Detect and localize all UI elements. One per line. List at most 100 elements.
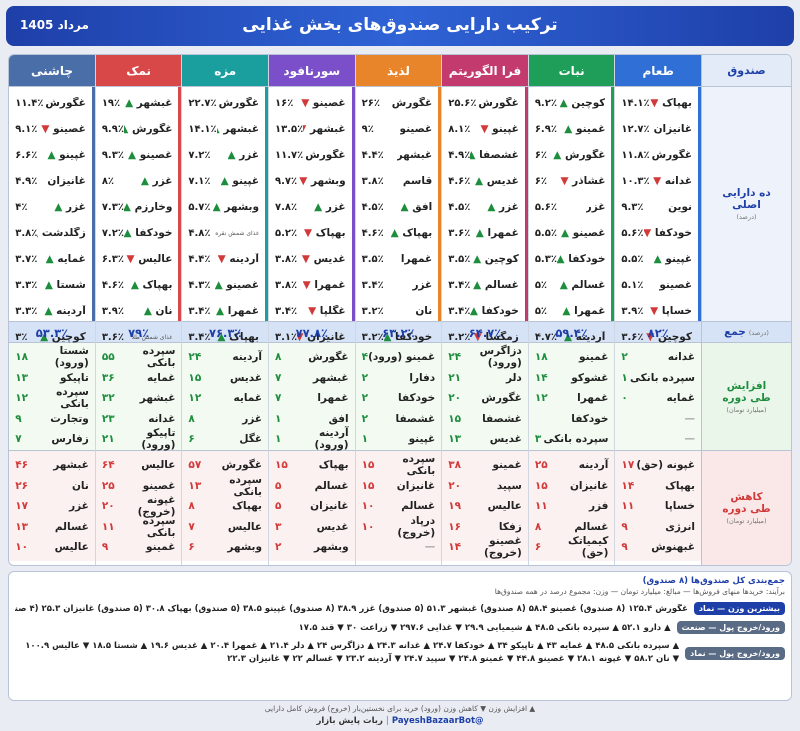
holding-weight: ۶.۹٪ bbox=[534, 123, 557, 135]
increase-row: غگورش ۸ bbox=[269, 347, 355, 368]
holding-weight: ۵.۳٪ bbox=[534, 253, 557, 265]
flow-amount: ۴ bbox=[361, 351, 369, 364]
fund-name[interactable]: چاشنی bbox=[9, 55, 95, 87]
holding-row: غصینو ▼ ۹.۱٪ bbox=[9, 116, 92, 142]
holding-symbol: غزر ▲ bbox=[54, 201, 86, 213]
holding-weight: ۳.۴٪ bbox=[188, 305, 211, 317]
holding-symbol: غمهرا bbox=[400, 253, 433, 265]
flow-amount: ۳۶ bbox=[101, 371, 115, 384]
flow-amount: ۲۰ bbox=[101, 500, 115, 513]
flow-symbol: غپونه (حق) bbox=[636, 459, 695, 472]
holding-weight: ۵.۶٪ bbox=[621, 227, 644, 239]
flow-symbol: دفارا bbox=[409, 371, 436, 384]
holding-symbol: غزر ▲ bbox=[227, 149, 259, 161]
holding-weight: ۳.۳٪ bbox=[15, 305, 38, 317]
flow-symbol: سپرده بانکی bbox=[142, 514, 176, 539]
holding-symbol: غمهرا ▲ bbox=[215, 305, 259, 317]
flow-symbol: وبشهر bbox=[313, 541, 349, 554]
flow-amount: ۱ bbox=[275, 433, 282, 446]
holding-row: غزر ▲ ۷.۲٪ bbox=[182, 142, 265, 168]
decrease-row: غمینو ۳۸ bbox=[442, 455, 528, 476]
fund-name[interactable]: نمک bbox=[95, 55, 182, 87]
holding-row: غسالم ▲ ۳.۴٪ bbox=[442, 272, 525, 298]
summary-top-weight-row: بیشترین وزن — نماد غگورش ۱۲۵.۴ (۸ صندوق)… bbox=[15, 602, 785, 615]
flow-symbol: — bbox=[424, 541, 436, 554]
holding-row: غگلپا ▼ ۳.۴٪ bbox=[269, 298, 352, 324]
flow-symbol: بهپاک bbox=[318, 459, 349, 472]
holding-symbol: غگورش bbox=[391, 97, 433, 109]
holding-symbol: غسالم ▲ bbox=[559, 279, 606, 291]
holding-symbol: غمهرا ▲ bbox=[562, 305, 606, 317]
flow-amount: ۱۱ bbox=[101, 520, 115, 533]
flow-symbol: دلر bbox=[505, 371, 522, 384]
flow-amount: ۶ bbox=[188, 541, 195, 554]
holding-row: غانیزان ۴.۹٪ bbox=[9, 168, 92, 194]
flow-amount: ۹ bbox=[621, 520, 628, 533]
flow-amount: ۱۹ bbox=[448, 500, 462, 513]
increase-row: غشوکو ۱۴ bbox=[529, 368, 615, 389]
holding-symbol: خودکفا ▲ bbox=[123, 227, 173, 239]
fund-name[interactable]: سورنافود bbox=[269, 55, 355, 87]
flow-symbol: غدیس bbox=[489, 433, 522, 446]
increase-row: غدیس ۱۵ bbox=[182, 368, 268, 389]
fund-name[interactable]: لذیذ bbox=[355, 55, 442, 87]
holding-weight: ۷.۲٪ bbox=[101, 227, 124, 239]
decrease-row: غبهنوش ۹ bbox=[615, 537, 701, 558]
fund-name[interactable]: طعام bbox=[615, 55, 701, 87]
increase-row: غمایه ۰ bbox=[615, 388, 701, 409]
fund-name[interactable]: نبات bbox=[528, 55, 615, 87]
flow-amount: ۷ bbox=[15, 433, 22, 446]
increase-row: دزاگرس (ورود) ۲۴ bbox=[442, 345, 528, 369]
flow-amount: ۹ bbox=[15, 412, 22, 425]
holding-symbol: غمایه ▲ bbox=[45, 253, 86, 265]
holding-symbol: غصینو ▲ bbox=[560, 227, 606, 239]
decrease-row: — bbox=[356, 537, 442, 558]
flow-symbol: غسالم bbox=[574, 520, 609, 533]
holding-symbol: غصینو ▲ bbox=[214, 279, 259, 291]
holding-row: غصینو ۵.۱٪ bbox=[615, 272, 698, 298]
decrease-row: سپید ۲۰ bbox=[442, 476, 528, 497]
report-date: مرداد 1405 bbox=[20, 18, 89, 32]
holding-symbol: غدیس ▲ bbox=[475, 175, 519, 187]
holding-weight: ۳.۴٪ bbox=[448, 279, 471, 291]
decrease-row: غبشهر ۴۶ bbox=[9, 455, 95, 476]
decrease-row: نان ۲۶ bbox=[9, 476, 95, 497]
flow-symbol: غصینو bbox=[142, 479, 176, 492]
flow-amount: ۲۶ bbox=[15, 479, 29, 492]
holding-row: زگلدشت ▲۳.۸٪ bbox=[9, 220, 92, 246]
flow-symbol: افق bbox=[328, 412, 349, 425]
flow-amount: ۲۵ bbox=[101, 479, 115, 492]
flow-amount: ۲ bbox=[621, 351, 628, 364]
holding-row: غدیس ▲ ۴.۶٪ bbox=[442, 168, 525, 194]
holding-weight: ۵.۷٪ bbox=[188, 201, 211, 213]
flow-symbol: خودکفا bbox=[571, 412, 609, 425]
holding-weight: ۵٪ bbox=[534, 305, 548, 317]
flow-amount: ۵ bbox=[275, 500, 282, 513]
holding-row: غزر ▲ ۴٪ bbox=[9, 194, 92, 220]
holding-weight: ۴.۹٪ bbox=[15, 175, 38, 187]
decrease-row: غسالم ۸ bbox=[529, 517, 615, 538]
holding-row: غمهرا ▲ ۳.۶٪ bbox=[442, 220, 525, 246]
flow-amount: ۱۸ bbox=[15, 351, 29, 364]
holding-symbol: غدانه ▼ bbox=[653, 175, 692, 187]
channel-link[interactable]: @PayeshBazaarBot bbox=[391, 716, 484, 726]
flow-symbol: — bbox=[684, 433, 696, 446]
flow-symbol: عالیس bbox=[141, 459, 176, 472]
flow-amount: ۵ bbox=[275, 479, 282, 492]
flow-symbol: سپرده بانکی bbox=[229, 473, 262, 498]
decrease-row: غزر ۱۷ bbox=[9, 496, 95, 517]
holding-row: خودکفا ▲ ۵.۳٪ bbox=[529, 246, 612, 272]
holding-weight: ۳.۷٪ bbox=[15, 253, 38, 265]
fund-name[interactable]: فرا الگوریتم bbox=[442, 55, 528, 87]
holding-weight: ۳٪ bbox=[15, 331, 28, 343]
flow-amount: ۸ bbox=[534, 520, 542, 533]
holding-row: غزر ۳.۴٪ bbox=[356, 272, 439, 298]
fund-name[interactable]: مزه bbox=[182, 55, 268, 87]
holding-row: غسالم ▲ ۵٪ bbox=[529, 272, 612, 298]
flow-symbol: عالیس bbox=[487, 500, 522, 513]
fund-column: لذیذ غگورش ۲۶٪ غصینو ۹٪ غبشهر ۴.۴٪ قاسم ۳.۸٪ افق … bbox=[354, 55, 442, 565]
flow-symbol: سپرده بانکی bbox=[142, 345, 176, 370]
flow-symbol: غدانه bbox=[667, 351, 695, 364]
